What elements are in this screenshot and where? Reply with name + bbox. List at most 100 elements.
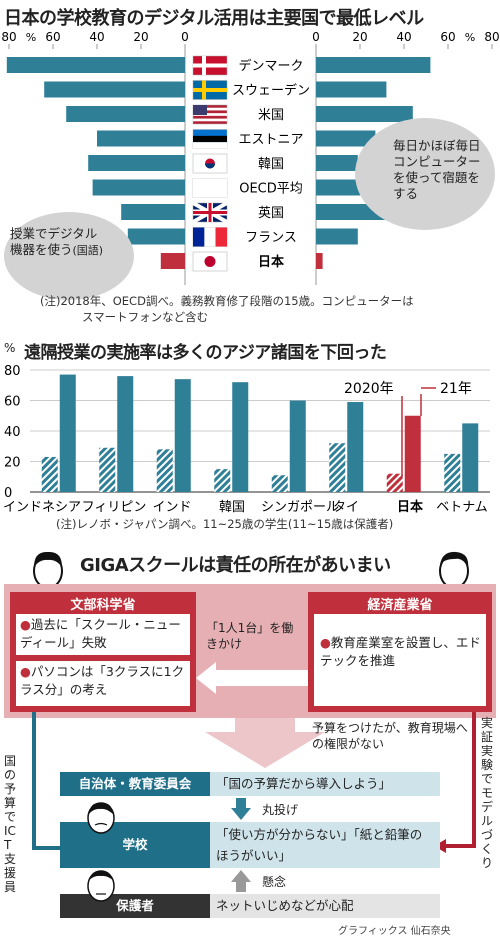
right-caption-line: する	[393, 186, 419, 201]
left-caption-bubble	[4, 212, 134, 300]
budget-note: 予算をつけたが、教育現場への権限がない	[312, 721, 468, 751]
chart2-y-unit: %	[4, 341, 16, 355]
mext-label: 文部科学省	[70, 598, 136, 613]
left-vertical-label: 国の予算でICT支援員	[4, 754, 17, 894]
category-label: タイ	[333, 500, 359, 515]
chart1-note-line: スマートフォンなど含む	[82, 310, 209, 324]
meti-item: ●教育産業室を設置し、エドテックを推進	[314, 614, 486, 706]
bar-left-7	[127, 228, 185, 245]
row-label-municipality: 自治体・教育委員会	[60, 772, 210, 796]
country-label: デンマーク	[238, 58, 303, 74]
left-tick-label: 0	[181, 30, 189, 44]
right-vertical-label: 実証実験でモデルづくり	[481, 716, 494, 870]
bar-2020-5	[329, 443, 346, 492]
country-label: 韓国	[258, 157, 284, 172]
right-tick-label: 40	[396, 30, 411, 44]
bar-right-1	[316, 81, 387, 98]
country-label: エストニア	[238, 133, 303, 148]
left-caption-suffix: (国語)	[72, 244, 104, 257]
down-arrow-icon	[205, 718, 325, 768]
flag-icon	[192, 201, 228, 224]
up-arrow-small-icon	[231, 870, 251, 892]
mext-item-text: パソコンは「3クラスに1クラス分」の考え	[20, 664, 185, 697]
bar-2021-7	[462, 423, 479, 492]
diagram-title: GIGAスクールは責任の所在があいまい	[80, 555, 391, 576]
flag-icon	[192, 104, 228, 125]
left-tick-unit: %	[26, 31, 36, 44]
right-caption-line: コンピューター	[393, 154, 481, 169]
parent-face-icon	[87, 870, 115, 902]
row-text-school: 「使い方が分からない」「紙と鉛筆のほうがいい」	[210, 822, 440, 868]
right-tick-label: 80	[484, 30, 499, 44]
y-tick-label: 60	[4, 395, 21, 410]
bar-right-5	[316, 179, 365, 196]
mext-item-1: ●過去に「スクール・ニューディール」失敗	[16, 614, 190, 655]
bar-right-2	[316, 106, 413, 122]
maru-label: 丸投げ	[262, 803, 299, 817]
category-label: インドネシア	[3, 500, 81, 515]
down-arrow-small-icon	[231, 798, 251, 820]
right-caption: 毎日かほぼ毎日 コンピューター を使って宿題を する	[393, 138, 481, 202]
bar-left-4	[88, 155, 185, 171]
right-tick-label: 60	[440, 30, 455, 44]
bar-right-7	[316, 228, 358, 245]
right-caption-bubble	[355, 118, 495, 230]
left-tick-label: 60	[45, 30, 60, 44]
bar-right-4	[316, 155, 358, 171]
row-label-school: 学校	[60, 822, 210, 868]
bar-2020-6	[386, 473, 403, 492]
bar-right-8	[316, 253, 323, 269]
bar-2020-2	[156, 449, 173, 492]
bar-2020-3	[214, 469, 231, 492]
category-label: 日本	[397, 499, 423, 515]
right-tick-label: 0	[312, 30, 320, 44]
y-tick-label: 40	[4, 425, 21, 440]
bar-2020-1	[99, 447, 116, 492]
country-label: スウェーデン	[232, 83, 310, 99]
worried-face-icon	[87, 802, 115, 834]
bar-left-2	[66, 106, 185, 122]
category-label: シンガポール	[261, 500, 339, 515]
country-label: フランス	[245, 231, 297, 246]
chart2-title: 遠隔授業の実施率は多くのアジア諸国を下回った	[24, 343, 387, 363]
left-tick-label: 40	[89, 30, 104, 44]
chart2-note: (注)レノボ・ジャパン調べ。11~25歳の学生(11~15歳は保護者)	[56, 517, 394, 531]
bar-2020-7	[444, 453, 461, 492]
bar-2021-3	[232, 382, 249, 492]
bar-2021-0	[59, 374, 76, 492]
left-arrow-icon	[196, 662, 308, 694]
mext-item-text: 過去に「スクール・ニューディール」失敗	[20, 617, 181, 650]
bar-left-0	[6, 57, 185, 73]
bar-2021-1	[117, 376, 134, 492]
arrow-label: 「1人1台」を働きかけ	[206, 621, 294, 651]
legend-2021: 21年	[440, 381, 472, 397]
country-label: OECD平均	[239, 182, 303, 197]
chart1-note: (注)2018年、OECD調べ。義務教育修了段階の15歳。コンピューターは スマ…	[40, 293, 414, 325]
right-caption-line: 毎日かほぼ毎日	[393, 138, 481, 153]
bar-2021-5	[347, 402, 364, 492]
category-label: インド	[152, 500, 191, 515]
flag-icon	[192, 178, 228, 198]
bar-2021-6	[404, 415, 421, 492]
row-text-parents: ネットいじめなどが心配	[210, 894, 440, 918]
bar-left-6	[121, 204, 185, 220]
bar-left-3	[97, 130, 185, 147]
row-label-parents: 保護者	[60, 894, 210, 918]
bar-right-3	[316, 130, 376, 147]
right-tick-label: 20	[352, 30, 367, 44]
chart1-note-line: (注)2018年、OECD調べ。義務教育修了段階の15歳。コンピューターは	[40, 294, 414, 308]
flag-icon	[192, 251, 228, 272]
flag-icon	[192, 55, 228, 76]
bar-2020-4	[271, 475, 288, 492]
flag-icon	[192, 227, 228, 247]
chart1-title: 日本の学校教育のデジタル活用は主要国で最低レベル	[4, 8, 424, 29]
flag-icon	[192, 153, 228, 174]
bar-2021-4	[289, 400, 306, 492]
right-caption-line: を使って宿題を	[393, 170, 480, 185]
bar-left-1	[44, 81, 186, 98]
left-tick-label: 80	[1, 30, 16, 44]
mext-item-2: ●パソコンは「3クラスに1クラス分」の考え	[16, 661, 190, 706]
flag-icon	[192, 80, 228, 100]
bar-2020-0	[41, 456, 58, 492]
